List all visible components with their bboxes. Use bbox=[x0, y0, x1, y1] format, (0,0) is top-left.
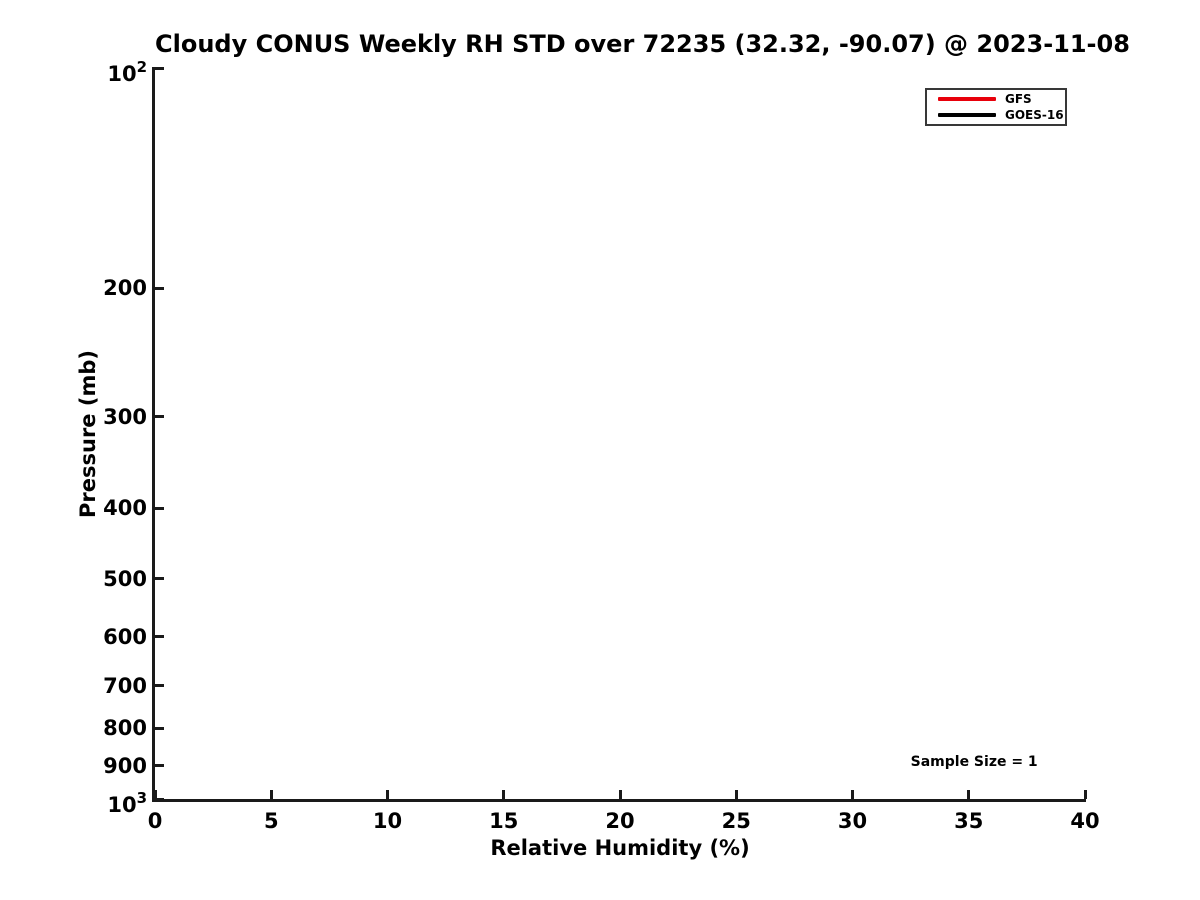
x-tick-label: 10 bbox=[372, 809, 403, 833]
x-tick bbox=[851, 790, 854, 799]
chart-title: Cloudy CONUS Weekly RH STD over 72235 (3… bbox=[155, 30, 1130, 58]
x-tick-label: 0 bbox=[147, 809, 163, 833]
x-tick-label: 15 bbox=[489, 809, 519, 833]
y-tick bbox=[155, 415, 164, 419]
x-tick-label: 5 bbox=[263, 809, 279, 833]
y-tick bbox=[155, 506, 164, 510]
x-axis-label: Relative Humidity (%) bbox=[490, 836, 750, 860]
legend-item-gfs: GFS bbox=[927, 91, 1065, 106]
y-tick-label: 102 bbox=[107, 58, 147, 86]
x-tick-label: 20 bbox=[605, 809, 635, 833]
x-tick-label: 35 bbox=[954, 809, 984, 833]
y-tick-label: 103 bbox=[107, 789, 147, 817]
x-axis-spine bbox=[152, 799, 1086, 802]
y-tick-label: 900 bbox=[103, 753, 147, 778]
y-tick bbox=[155, 797, 164, 801]
x-tick-label: 25 bbox=[721, 809, 751, 833]
y-tick bbox=[155, 764, 164, 768]
x-tick-label: 30 bbox=[837, 809, 868, 833]
y-tick-label: 300 bbox=[103, 404, 147, 429]
y-tick bbox=[155, 684, 164, 688]
x-tick bbox=[269, 790, 273, 799]
y-tick-label: 800 bbox=[103, 716, 147, 741]
y-tick-label: 200 bbox=[103, 276, 147, 301]
legend-label: GOES-16 bbox=[1005, 107, 1064, 122]
sample-size-annotation: Sample Size = 1 bbox=[910, 753, 1038, 770]
y-tick bbox=[155, 66, 164, 70]
y-tick bbox=[155, 577, 164, 581]
legend-line-sample bbox=[938, 97, 996, 101]
y-tick-label: 600 bbox=[103, 624, 147, 649]
x-tick bbox=[734, 790, 738, 799]
y-tick-label: 400 bbox=[103, 496, 147, 521]
y-tick bbox=[155, 286, 164, 290]
x-tick bbox=[618, 790, 622, 799]
y-tick bbox=[155, 726, 164, 730]
x-tick bbox=[967, 790, 971, 799]
legend-label: GFS bbox=[1005, 91, 1032, 106]
x-tick bbox=[1083, 790, 1087, 799]
x-tick bbox=[153, 790, 157, 799]
y-tick bbox=[155, 635, 164, 639]
y-tick-label: 500 bbox=[103, 566, 147, 591]
x-tick bbox=[386, 790, 389, 799]
legend-line-sample bbox=[938, 113, 996, 117]
legend: GFS GOES-16 bbox=[925, 88, 1067, 126]
y-tick-label: 700 bbox=[103, 673, 147, 698]
x-tick-label: 40 bbox=[1070, 809, 1100, 833]
legend-item-goes-16: GOES-16 bbox=[927, 107, 1065, 122]
x-tick bbox=[502, 790, 506, 799]
y-axis-spine bbox=[152, 67, 155, 802]
